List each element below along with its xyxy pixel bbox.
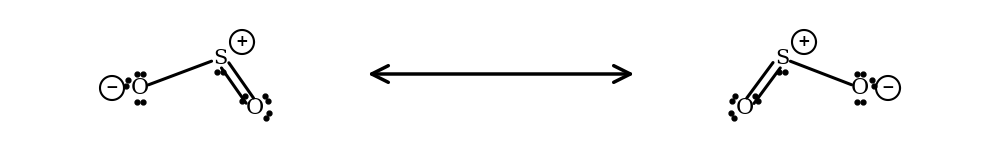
Text: O: O [735,97,755,119]
Text: S: S [775,49,790,67]
Text: −: − [882,80,895,96]
Text: O: O [851,77,869,99]
Text: S: S [212,49,227,67]
Text: +: + [235,35,248,49]
Text: +: + [798,35,811,49]
Text: O: O [131,77,149,99]
Text: O: O [245,97,265,119]
Text: −: − [105,80,118,96]
